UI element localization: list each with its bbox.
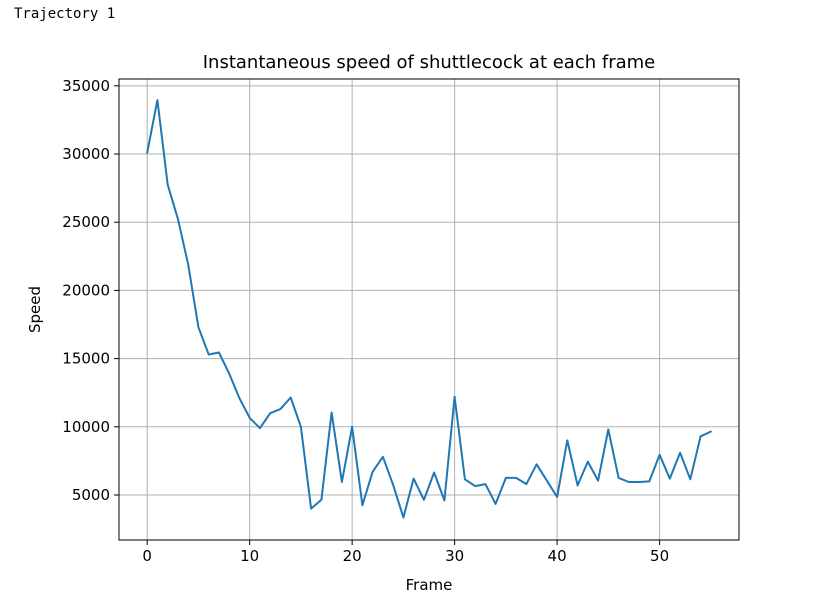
speed-series-line: [146, 99, 712, 519]
x-axis-label: Frame: [406, 576, 453, 594]
y-axis-label: Speed: [26, 286, 44, 333]
y-tick-label: 10000: [62, 418, 110, 436]
y-tick-label: 30000: [62, 145, 110, 163]
x-tick-label: 0: [142, 547, 152, 565]
x-tick-label: 30: [445, 547, 464, 565]
y-tick-label: 15000: [62, 350, 110, 368]
x-tick-label: 50: [650, 547, 669, 565]
chart-title: Instantaneous speed of shuttlecock at ea…: [203, 52, 656, 73]
y-tick-label: 5000: [72, 486, 110, 504]
series-layer: [146, 99, 712, 519]
y-tick-label: 20000: [62, 281, 110, 299]
x-tick-label: 40: [548, 547, 567, 565]
ticks: 0 10 20 30 40 50 5000 10000 15000 20000 25000 30000…: [62, 77, 669, 565]
x-tick-label: 20: [343, 547, 362, 565]
y-tick-label: 25000: [62, 213, 110, 231]
output-label: Trajectory 1: [14, 6, 116, 22]
y-tick-label: 35000: [62, 77, 110, 95]
x-tick-label: 10: [240, 547, 259, 565]
grid: [119, 79, 739, 540]
axes-frame: [118, 78, 740, 541]
